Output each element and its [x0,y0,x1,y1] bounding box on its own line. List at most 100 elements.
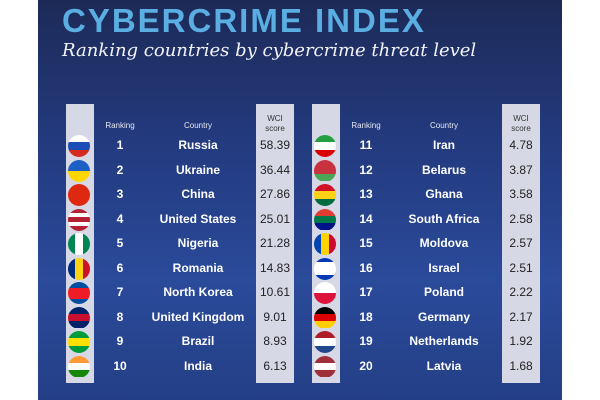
country-cell: Romania [172,260,224,275]
ranking-table-right: Ranking Country WCI score 11 Iran 4.78 12 Belaru… [284,104,540,384]
india-flag-icon [68,355,90,378]
rank-cell: 7 [116,285,124,299]
score-cell: 25.01 [259,211,291,226]
latvia-flag-icon [314,355,336,378]
table-row: 2 Ukraine 36.44 [38,159,298,182]
rank-cell: 8 [116,309,124,324]
moldova-flag-icon [314,233,336,255]
rank-cell: 19 [359,334,373,348]
country-cell: Poland [423,285,464,299]
header-ranking: Ranking [351,121,381,130]
header-ranking: Ranking [105,121,135,130]
table-row: 15 Moldova 2.57 [284,233,544,255]
page-subtitle: Ranking countries by cybercrime threat l… [62,40,477,61]
table-row: 17 Poland 2.22 [284,282,544,304]
germany-flag-icon [314,306,336,329]
rank-cell: 13 [359,187,373,201]
romania-flag-icon [68,257,90,280]
score-cell: 3.87 [509,162,533,177]
country-cell: Netherlands [409,334,479,348]
north-korea-flag-icon [68,282,90,304]
country-cell: Israel [428,260,460,275]
page-title: CYBERCRIME INDEX [62,2,426,39]
country-cell: Iran [432,138,455,152]
iran-flag-icon [314,135,336,157]
south-africa-flag-icon [314,208,336,231]
score-cell: 2.58 [509,211,533,226]
score-cell: 9.01 [263,309,287,324]
china-flag-icon [68,184,90,206]
rank-cell: 20 [359,358,373,373]
score-cell: 21.28 [259,236,291,250]
country-cell: China [181,187,215,201]
country-cell: Moldova [419,236,469,250]
table-row: 9 Brazil 8.93 [38,331,298,353]
country-cell: Russia [178,138,218,152]
header-country: Country [183,121,212,130]
score-cell: 4.78 [509,138,533,152]
israel-flag-icon [314,257,336,280]
rank-cell: 2 [116,162,124,177]
netherlands-flag-icon [314,331,336,353]
country-cell: Brazil [181,334,215,348]
table-row: 19 Netherlands 1.92 [284,331,544,353]
ghana-flag-icon [314,184,336,206]
country-cell: Ghana [425,187,463,201]
country-cell: Latvia [426,358,462,373]
country-cell: Germany [417,309,471,324]
header-wci-score: WCI score [502,114,540,134]
score-cell: 27.86 [259,187,291,201]
russia-flag-icon [68,135,90,157]
country-cell: Ukraine [175,162,221,177]
table-row: 1 Russia 58.39 [38,135,298,157]
rank-cell: 5 [116,236,124,250]
rank-cell: 17 [359,285,373,299]
table-row: 8 United Kingdom 9.01 [38,306,298,329]
table-row: 7 North Korea 10.61 [38,282,298,304]
header-country: Country [429,121,458,130]
poland-flag-icon [314,282,336,304]
score-cell: 10.61 [259,285,291,299]
table-row: 13 Ghana 3.58 [284,184,544,206]
header-score-line2: score [511,124,531,133]
rank-cell: 18 [359,309,373,324]
rank-cell: 16 [359,260,373,275]
rank-cell: 6 [116,260,124,275]
score-cell: 14.83 [259,260,291,275]
score-column [256,104,294,383]
rank-cell: 1 [116,138,124,152]
score-cell: 1.92 [509,334,533,348]
score-cell: 58.39 [259,138,291,152]
score-cell: 36.44 [259,162,291,177]
header-score-line1: WCI [513,114,529,123]
country-cell: South Africa [408,211,480,226]
score-cell: 2.51 [509,260,533,275]
table-row: 10 India 6.13 [38,355,298,378]
country-cell: United Kingdom [151,309,245,324]
brazil-flag-icon [68,331,90,353]
rank-cell: 3 [116,187,124,201]
table-row: 6 Romania 14.83 [38,257,298,280]
table-row: 18 Germany 2.17 [284,306,544,329]
table-row: 20 Latvia 1.68 [284,355,544,378]
header-score-line1: WCI [267,114,283,123]
uk-flag-icon [68,306,90,329]
header-wci-score: WCI score [256,114,294,134]
rank-cell: 15 [359,236,373,250]
rank-cell: 10 [113,358,127,373]
table-row: 5 Nigeria 21.28 [38,233,298,255]
score-column [502,104,540,383]
nigeria-flag-icon [68,233,90,255]
belarus-flag-icon [314,159,336,182]
rank-cell: 11 [359,138,373,152]
table-row: 14 South Africa 2.58 [284,208,544,231]
score-cell: 2.57 [509,236,533,250]
table-row: 16 Israel 2.51 [284,257,544,280]
ranking-table-left: Ranking Country WCI score 1 Russia 58.39 2 Ukrai… [38,104,294,384]
score-cell: 3.58 [509,187,533,201]
header-score-line2: score [265,124,285,133]
score-cell: 1.68 [509,358,533,373]
score-cell: 2.22 [509,285,533,299]
table-row: 12 Belarus 3.87 [284,159,544,182]
table-row: 11 Iran 4.78 [284,135,544,157]
